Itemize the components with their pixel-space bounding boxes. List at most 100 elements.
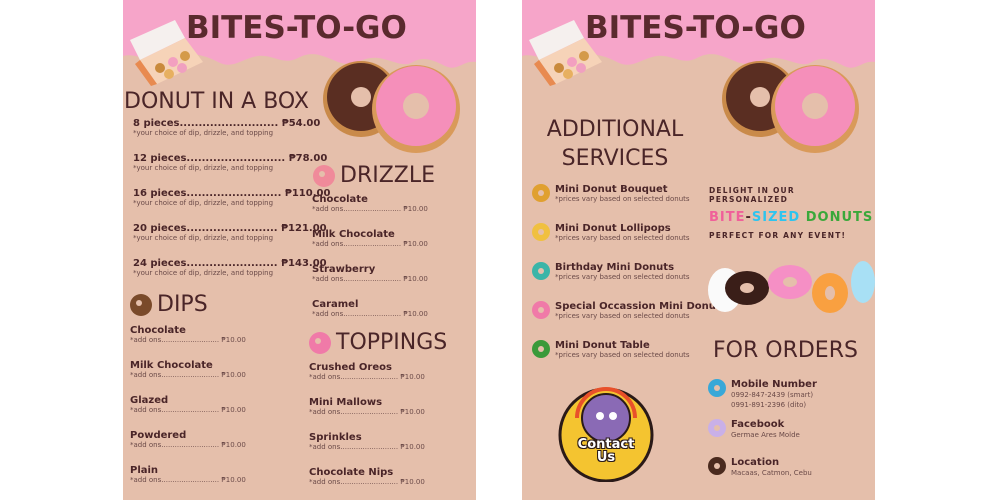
box-list: 8 pieces.......................... ₱54.0… (133, 118, 330, 293)
donut-icon (309, 331, 331, 354)
item-name: Milk Chocolate (130, 360, 213, 371)
promo-word: DONUTS (805, 210, 874, 225)
contact-label: Facebook (731, 419, 785, 430)
mini-donut-icon (532, 184, 550, 202)
item-name: Milk Chocolate (312, 229, 395, 240)
box-item-price: ₱78.00 (288, 153, 328, 164)
dip-item: Glazed *add ons..........................… (130, 395, 246, 430)
box-item-label: 24 pieces........................ (133, 258, 278, 269)
box-item: 16 pieces......................... ₱110.… (133, 188, 330, 223)
box-item-note: *your choice of dip, drizzle, and toppin… (133, 269, 274, 277)
item-name: Plain (130, 465, 159, 476)
item-name: Chocolate Nips (309, 467, 394, 478)
brand-title: BITES-TO-GO (186, 10, 407, 46)
heading-line: SERVICES (561, 146, 669, 171)
drizzle-list: Chocolate *add ons.......................… (312, 194, 428, 334)
box-item-price: ₱143.00 (281, 258, 327, 269)
topping-item: Crushed Oreos *add ons...................… (309, 362, 425, 397)
donut-icon (313, 164, 335, 187)
drizzle-item: Chocolate *add ons.......................… (312, 194, 428, 229)
dips-heading: DIPS (157, 292, 208, 317)
promo-line: PERFECT FOR ANY EVENT! (709, 231, 847, 240)
contact-location: Location Macaas, Catmon, Cebu (708, 457, 812, 477)
box-item-label: 16 pieces......................... (133, 188, 282, 199)
additional-services-heading: ADDITIONAL SERVICES (522, 115, 708, 173)
facebook-name[interactable]: Germae Ares Molde (731, 431, 800, 439)
phone-number[interactable]: 0992-847-2439 (smart) (731, 391, 814, 399)
item-addon: *add ons.......................... ₱10.0… (130, 336, 246, 344)
item-name: Chocolate (130, 325, 186, 336)
contact-label: Mobile Number (731, 379, 817, 390)
box-item-label: 8 pieces.......................... (133, 118, 279, 129)
box-item-note: *your choice of dip, drizzle, and toppin… (133, 234, 274, 242)
item-name: Chocolate (312, 194, 368, 205)
service-item: Mini Donut Bouquet *prices vary based on … (532, 184, 727, 223)
item-name: Glazed (130, 395, 169, 406)
donuts-image (323, 61, 460, 153)
service-name: Mini Donut Lollipops (555, 223, 671, 234)
dip-item: Plain *add ons.......................... … (130, 465, 246, 500)
contact-mobile: Mobile Number 0992-847-2439 (smart) 0991-8… (708, 379, 817, 409)
drizzle-header: DRIZZLE (313, 163, 435, 188)
item-name: Sprinkles (309, 432, 362, 443)
item-addon: *add ons.......................... ₱10.0… (309, 478, 425, 486)
item-addon: *add ons.......................... ₱10.0… (130, 371, 246, 379)
service-note: *prices vary based on selected donuts (555, 351, 690, 359)
for-orders-heading: FOR ORDERS (713, 338, 858, 363)
contact-label: Location (731, 457, 780, 468)
item-name: Powdered (130, 430, 187, 441)
service-item: Mini Donut Lollipops *prices vary based o… (532, 223, 727, 262)
menu-page-right: BITES-TO-GO ADDITIONAL SERVICES Mini Donu… (522, 0, 875, 500)
mini-donut-icon (532, 301, 550, 319)
contact-us-label[interactable]: Contact Us (555, 438, 657, 464)
donut-icon (708, 379, 726, 397)
topping-item: Sprinkles *add ons.......................… (309, 432, 425, 467)
box-item-price: ₱110.00 (284, 188, 331, 199)
promo-block: DELIGHT IN OUR PERSONALIZED BITE-SIZED D… (709, 186, 875, 240)
mini-donut-icon (532, 340, 550, 358)
item-addon: *add ons.......................... ₱10.0… (312, 310, 428, 318)
services-list: Mini Donut Bouquet *prices vary based on … (532, 184, 727, 379)
donut-box-image (529, 20, 602, 86)
flying-donuts-image (708, 261, 875, 313)
box-item: 8 pieces.......................... ₱54.0… (133, 118, 330, 153)
service-name: Mini Donut Bouquet (555, 184, 668, 195)
promo-word: SIZED (751, 210, 801, 225)
service-item: Mini Donut Table *prices vary based on se… (532, 340, 727, 379)
menu-page-left: BITES-TO-GO DONUT IN A BOX 8 pieces.....… (123, 0, 476, 500)
box-item-price: ₱121.00 (281, 223, 327, 234)
donut-box-image (130, 20, 203, 86)
pink-drip-decoration (123, 0, 476, 68)
promo-dash: - (745, 210, 752, 225)
item-addon: *add ons.......................... ₱10.0… (312, 275, 428, 283)
donut-in-a-box-heading: DONUT IN A BOX (124, 89, 309, 114)
drizzle-item: Strawberry *add ons......................… (312, 264, 428, 299)
item-addon: *add ons.......................... ₱10.0… (130, 441, 246, 449)
item-addon: *add ons.......................... ₱10.0… (309, 443, 425, 451)
box-item-price: ₱54.00 (281, 118, 321, 129)
service-name: Birthday Mini Donuts (555, 262, 675, 273)
dip-item: Powdered *add ons........................… (130, 430, 246, 465)
promo-word: BITE (709, 210, 746, 225)
contact-facebook: Facebook Germae Ares Molde (708, 419, 800, 439)
dip-item: Milk Chocolate *add ons..................… (130, 360, 246, 395)
item-addon: *add ons.......................... ₱10.0… (312, 240, 428, 248)
box-item: 20 pieces........................ ₱121.0… (133, 223, 330, 258)
donut-icon (708, 419, 726, 437)
item-name: Crushed Oreos (309, 362, 392, 373)
dips-list: Chocolate *add ons.......................… (130, 325, 246, 500)
topping-item: Mini Mallows *add ons....................… (309, 397, 425, 432)
drizzle-heading: DRIZZLE (340, 163, 436, 188)
box-item-note: *your choice of dip, drizzle, and toppin… (133, 164, 274, 172)
contact-us-badge[interactable] (555, 380, 657, 482)
toppings-list: Crushed Oreos *add ons...................… (309, 362, 425, 500)
item-addon: *add ons.......................... ₱10.0… (309, 408, 425, 416)
service-name: Special Occassion Mini Donuts (555, 301, 727, 312)
dips-header: DIPS (130, 292, 208, 317)
drizzle-item: Milk Chocolate *add ons..................… (312, 229, 428, 264)
item-name: Mini Mallows (309, 397, 383, 408)
service-note: *prices vary based on selected donuts (555, 234, 690, 242)
box-item-note: *your choice of dip, drizzle, and toppin… (133, 199, 274, 207)
location-value: Macaas, Catmon, Cebu (731, 469, 812, 477)
phone-number[interactable]: 0991-891-2396 (dito) (731, 401, 807, 409)
